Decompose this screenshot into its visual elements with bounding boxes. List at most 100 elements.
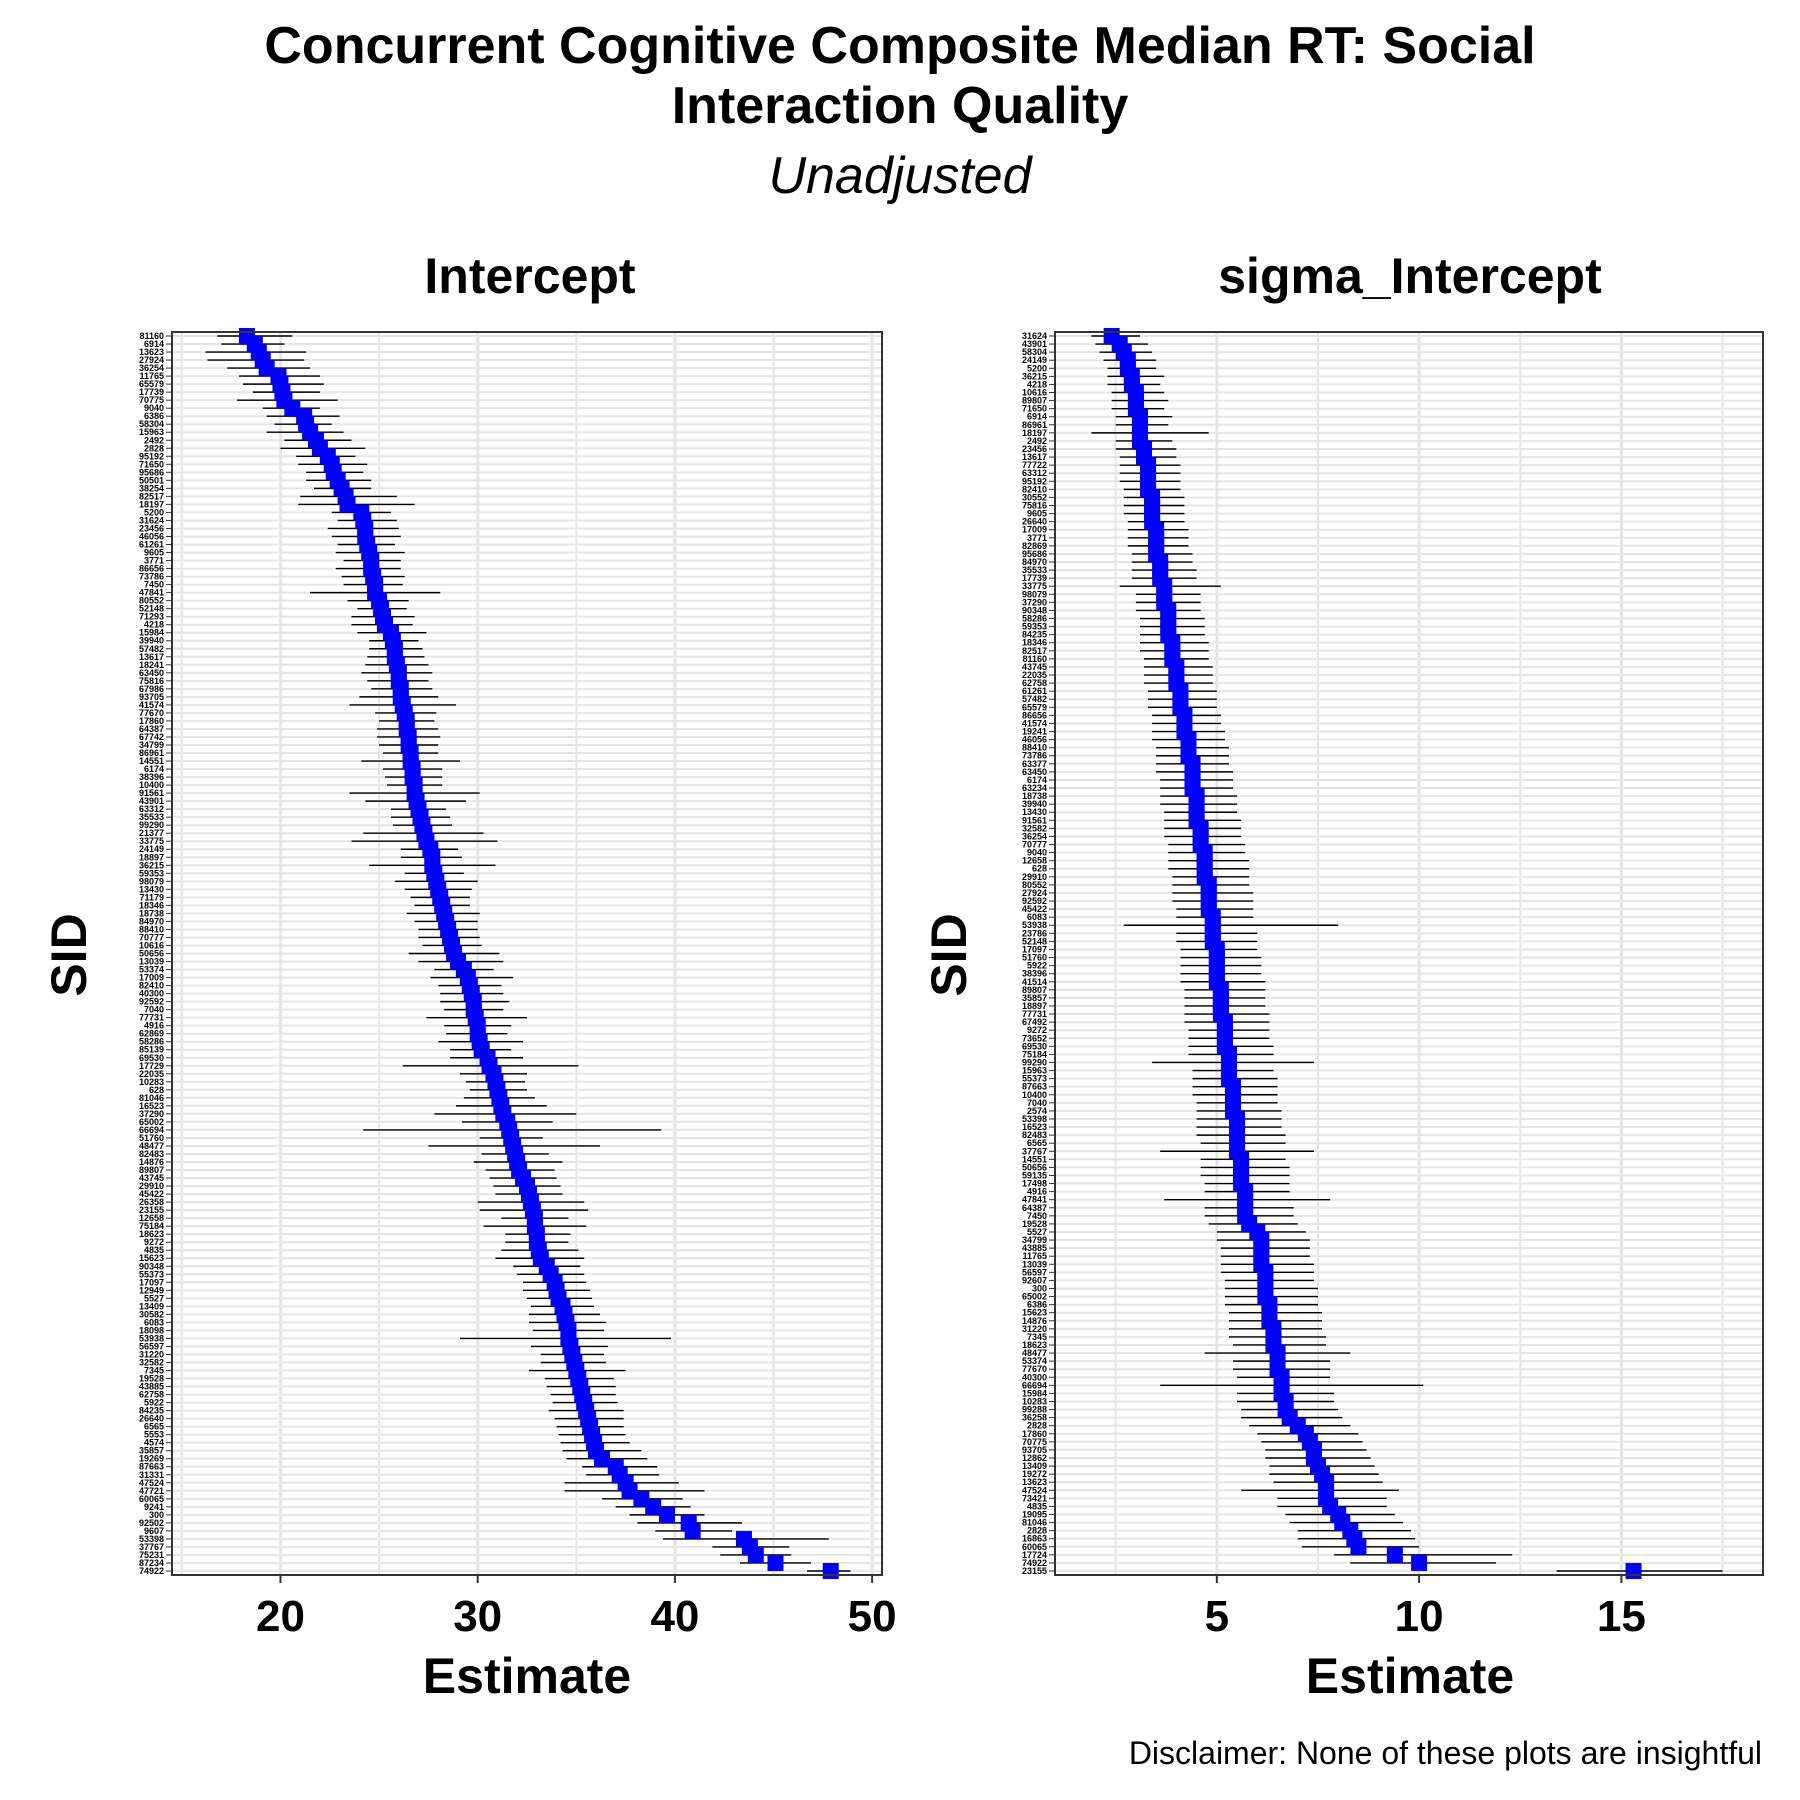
sid-tick-label: 64387 xyxy=(1022,1203,1047,1213)
sid-tick-label: 63312 xyxy=(1022,468,1047,478)
sid-tick-label: 87234 xyxy=(139,1558,164,1568)
sid-tick-label: 15984 xyxy=(1022,1388,1047,1398)
sid-tick-label: 66694 xyxy=(139,1125,164,1135)
sid-tick-label: 37290 xyxy=(139,1109,164,1119)
sid-tick-label: 2492 xyxy=(1027,436,1047,446)
sid-tick-label: 82869 xyxy=(1022,541,1047,551)
estimate-point xyxy=(1386,1546,1403,1563)
sid-tick-label: 91561 xyxy=(1022,815,1047,825)
sid-tick-label: 4835 xyxy=(1027,1501,1047,1511)
sid-tick-label: 89807 xyxy=(139,1165,164,1175)
sid-tick-label: 48477 xyxy=(1022,1348,1047,1358)
sid-tick-label: 75816 xyxy=(1022,501,1047,511)
sid-tick-label: 77731 xyxy=(139,1013,164,1023)
sid-tick-label: 14551 xyxy=(1022,1154,1047,1164)
estimate-point xyxy=(684,1522,701,1539)
sid-tick-label: 59135 xyxy=(1022,1170,1047,1180)
sid-tick-label: 300 xyxy=(149,1510,164,1520)
sid-tick-label: 9040 xyxy=(144,403,164,413)
sid-tick-label: 88410 xyxy=(139,924,164,934)
estimate-point xyxy=(339,496,356,513)
sid-tick-label: 9605 xyxy=(144,548,164,558)
sid-tick-label: 81160 xyxy=(1022,654,1047,664)
sid-tick-label: 58304 xyxy=(139,419,164,429)
sid-tick-label: 77722 xyxy=(1022,460,1047,470)
sid-tick-label: 33775 xyxy=(1022,581,1047,591)
x-ticks-intercept: 20 30 40 50 xyxy=(256,1575,897,1641)
y-axis-label-sigma-intercept: SID xyxy=(921,913,977,996)
sid-tick-label: 63312 xyxy=(139,804,164,814)
sid-tick-label: 59353 xyxy=(1022,622,1047,632)
sid-tick-label: 9605 xyxy=(1027,509,1047,519)
sid-tick-label: 17739 xyxy=(1022,573,1047,583)
sid-tick-label: 43745 xyxy=(139,1173,164,1183)
sid-tick-label: 12658 xyxy=(1022,856,1047,866)
sid-tick-label: 93705 xyxy=(139,692,164,702)
sid-tick-label: 41574 xyxy=(139,700,164,710)
sid-tick-label: 4574 xyxy=(144,1438,164,1448)
sid-tick-label: 47524 xyxy=(1022,1485,1047,1495)
sid-tick-label: 95192 xyxy=(139,451,164,461)
sid-tick-label: 31624 xyxy=(1022,331,1047,341)
sid-tick-label: 75184 xyxy=(139,1221,164,1231)
sid-tick-label: 91561 xyxy=(139,788,164,798)
estimate-point xyxy=(822,1563,839,1579)
panel-sigma-intercept: sigma_Intercept 316244390158304241495200… xyxy=(921,248,1764,1704)
sid-tick-label: 16523 xyxy=(139,1101,164,1111)
sid-tick-label: 67742 xyxy=(139,732,164,742)
sid-tick-label: 18346 xyxy=(1022,638,1047,648)
sid-tick-label: 95686 xyxy=(1022,549,1047,559)
sid-tick-label: 90348 xyxy=(1022,605,1047,615)
sid-tick-label: 7450 xyxy=(144,580,164,590)
sid-tick-label: 75184 xyxy=(1022,1049,1047,1059)
sid-tick-label: 13617 xyxy=(1022,452,1047,462)
sid-tick-label: 92502 xyxy=(139,1518,164,1528)
sid-tick-label: 73652 xyxy=(1022,1033,1047,1043)
sid-tick-label: 58286 xyxy=(139,1037,164,1047)
sid-tick-label: 99288 xyxy=(1022,1405,1047,1415)
sid-tick-label: 4916 xyxy=(144,1021,164,1031)
sid-tick-label: 7345 xyxy=(144,1366,164,1376)
plot-area-sigma-intercept xyxy=(1055,332,1763,1575)
sid-tick-label: 13430 xyxy=(139,884,164,894)
sid-tick-label: 2828 xyxy=(1027,1421,1047,1431)
sid-tick-label: 40300 xyxy=(1022,1372,1047,1382)
sid-tick-label: 65002 xyxy=(1022,1292,1047,1302)
sid-tick-label: 17860 xyxy=(139,716,164,726)
sid-tick-label: 69530 xyxy=(1022,1041,1047,1051)
sid-tick-label: 10400 xyxy=(1022,1090,1047,1100)
sid-tick-label: 56597 xyxy=(1022,1267,1047,1277)
sid-tick-label: 95686 xyxy=(139,467,164,477)
sid-tick-label: 58286 xyxy=(1022,614,1047,624)
sid-tick-label: 15623 xyxy=(1022,1308,1047,1318)
sid-tick-label: 84235 xyxy=(1022,630,1047,640)
sid-tick-label: 82483 xyxy=(1022,1130,1047,1140)
sid-tick-label: 12949 xyxy=(139,1285,164,1295)
sid-tick-label: 34799 xyxy=(139,740,164,750)
sid-tick-label: 46056 xyxy=(139,531,164,541)
sid-tick-label: 22035 xyxy=(139,1069,164,1079)
plot-border-intercept xyxy=(171,331,883,1576)
sid-tick-label: 35533 xyxy=(139,812,164,822)
sid-tick-label: 19528 xyxy=(1022,1219,1047,1229)
sid-tick-label: 65579 xyxy=(1022,702,1047,712)
sid-tick-label: 23786 xyxy=(1022,928,1047,938)
sid-tick-label: 36215 xyxy=(139,860,164,870)
sid-tick-label: 17097 xyxy=(1022,944,1047,954)
sid-tick-label: 10283 xyxy=(139,1077,164,1087)
sid-tick-label: 4218 xyxy=(144,620,164,630)
sid-tick-label: 39940 xyxy=(1022,799,1047,809)
sid-tick-label: 85139 xyxy=(139,1045,164,1055)
sid-tick-label: 74922 xyxy=(1022,1558,1047,1568)
sid-tick-label: 5527 xyxy=(1027,1227,1047,1237)
sid-tick-label: 39940 xyxy=(139,636,164,646)
sid-tick-label: 13039 xyxy=(139,957,164,967)
sid-tick-label: 50501 xyxy=(139,475,164,485)
sid-tick-label: 62869 xyxy=(139,1029,164,1039)
sid-tick-label: 86961 xyxy=(1022,420,1047,430)
estimate-point xyxy=(593,1450,610,1467)
sid-tick-label: 27924 xyxy=(1022,888,1047,898)
sid-tick-label: 70777 xyxy=(1022,840,1047,850)
sid-tick-label: 24149 xyxy=(139,844,164,854)
sid-tick-label: 64387 xyxy=(139,724,164,734)
